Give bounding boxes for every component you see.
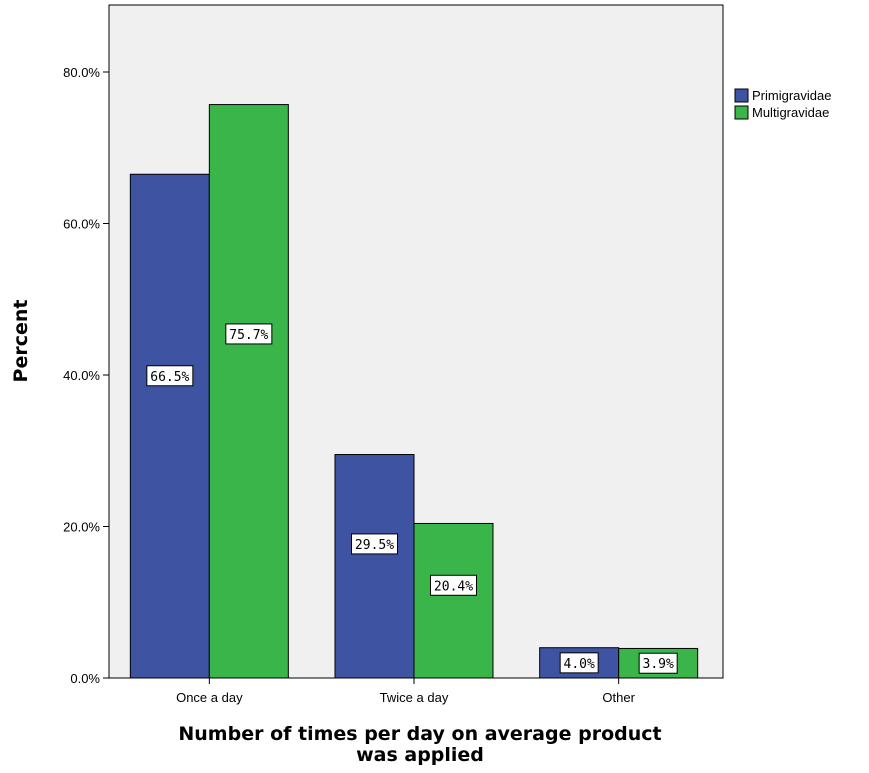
legend-label-multigravidae: Multigravidae: [752, 105, 829, 120]
data-label: 66.5%: [150, 370, 189, 385]
legend-swatch-multigravidae: [734, 105, 749, 120]
legend-label-primigravidae: Primigravidae: [752, 88, 831, 103]
data-label: 20.4%: [434, 579, 473, 594]
x-tick-label: Once a day: [176, 690, 243, 705]
x-tick-label: Other: [602, 690, 635, 705]
y-tick-label: 40.0%: [63, 368, 100, 383]
y-axis: 0.0% 20.0% 40.0% 60.0% 80.0%: [63, 65, 109, 686]
y-axis-title: Percent: [10, 300, 32, 383]
x-tick-label: Twice a day: [380, 690, 449, 705]
y-tick-label: 0.0%: [70, 671, 100, 686]
data-label-box: [146, 365, 194, 387]
data-label: 4.0%: [564, 657, 595, 672]
data-label-box: [351, 533, 398, 555]
legend: Primigravidae Multigravidae: [734, 88, 831, 120]
data-label: 29.5%: [355, 538, 394, 553]
data-label-box: [225, 323, 273, 345]
x-axis: Once a day Twice a day Other: [176, 678, 636, 705]
y-tick-label: 60.0%: [63, 217, 100, 232]
data-label: 75.7%: [229, 328, 268, 343]
bars: [129, 104, 699, 679]
data-label-box: [430, 574, 477, 596]
x-axis-title-line-1: Number of times per day on average produ…: [178, 723, 661, 745]
bar-primigravidae-1: [334, 454, 415, 679]
y-tick-label: 80.0%: [63, 65, 100, 80]
bar-primigravidae-0: [129, 173, 210, 679]
y-tick-label: 20.0%: [63, 520, 100, 535]
data-label: 3.9%: [643, 657, 674, 672]
x-axis-title-line-2: was applied: [356, 744, 484, 766]
bar-multigravidae-1: [413, 522, 494, 679]
data-label-box: [638, 652, 678, 674]
data-label-box: [559, 652, 599, 674]
bar-multigravidae-0: [208, 104, 289, 679]
bar-data-labels: 66.5% 29.5% 4.0% 75.7% 20.4% 3.9%: [146, 323, 678, 674]
legend-swatch-primigravidae: [734, 88, 749, 103]
